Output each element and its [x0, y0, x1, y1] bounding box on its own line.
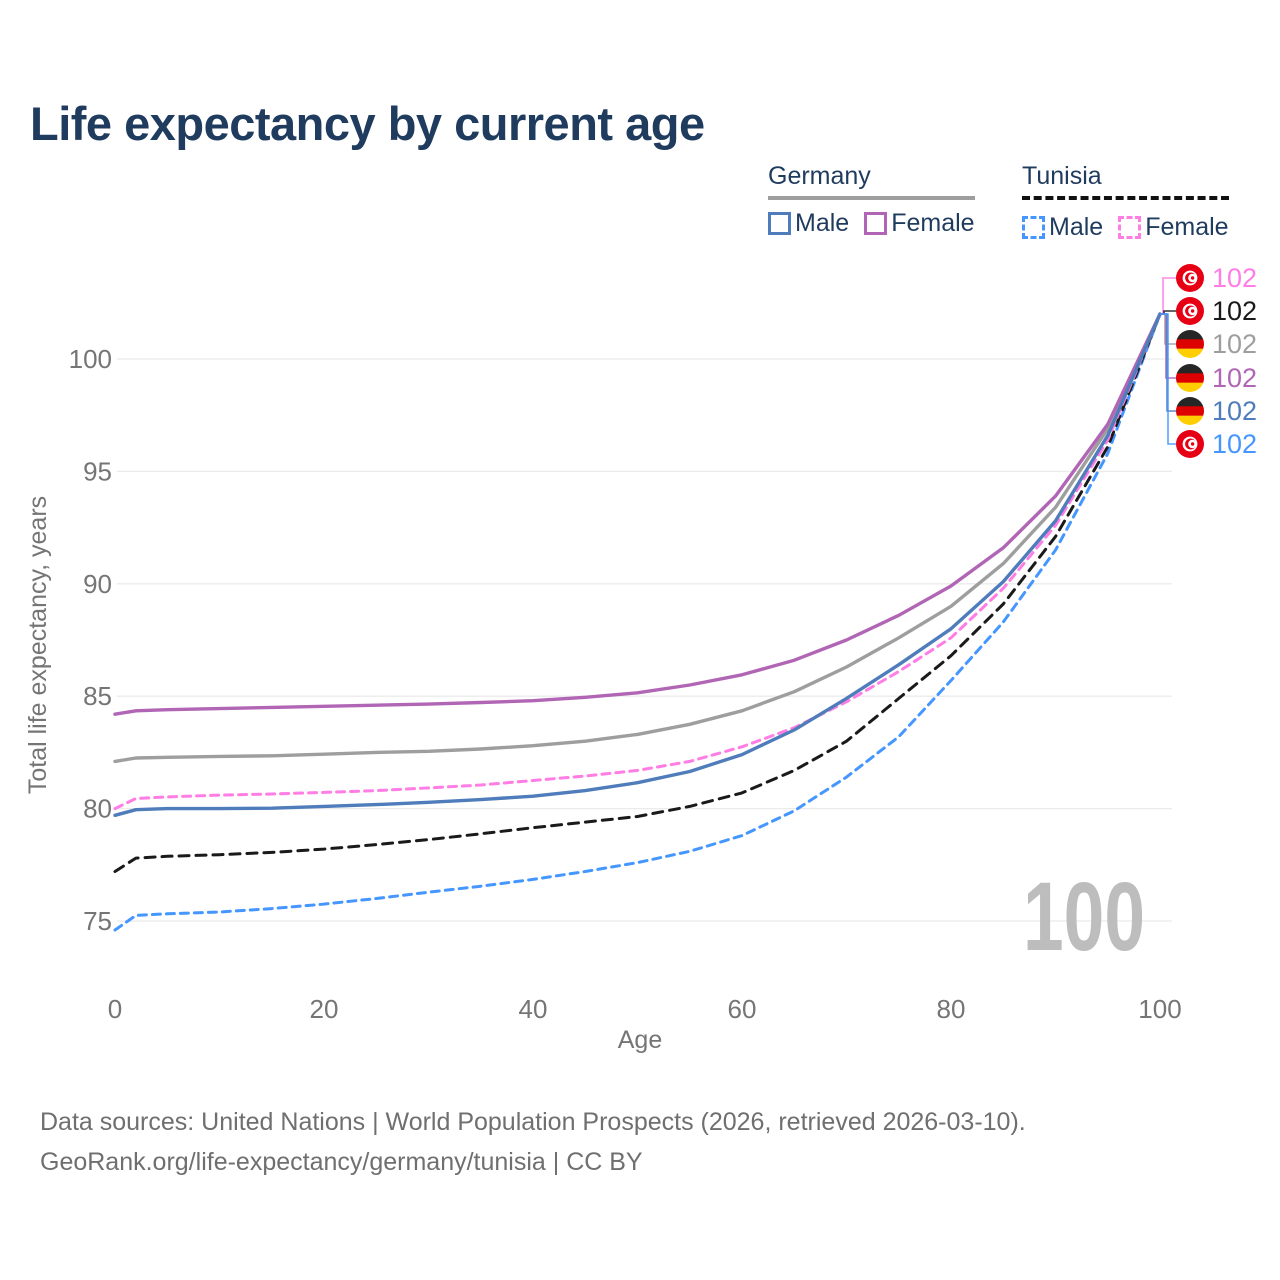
end-value-label: 102 [1212, 296, 1257, 326]
tunisia-male-swatch [1022, 216, 1045, 239]
x-tick-label: 0 [108, 994, 122, 1024]
tunisia-line-style-swatch [1022, 196, 1229, 204]
footer-sources: Data sources: United Nations | World Pop… [40, 1108, 1026, 1136]
age-watermark: 100 [1023, 862, 1145, 971]
end-value-label: 102 [1212, 396, 1257, 426]
x-tick-label: 80 [937, 994, 966, 1024]
x-tick-label: 60 [728, 994, 757, 1024]
y-axis-title: Total life expectancy, years [24, 496, 52, 794]
y-tick-label: 75 [83, 906, 112, 936]
germany-line-style-swatch [768, 196, 975, 200]
y-tick-label: 80 [83, 794, 112, 824]
end-value-label: 102 [1212, 329, 1257, 359]
germany-male-label: Male [795, 209, 850, 237]
y-tick-label: 100 [69, 344, 112, 374]
legend-country-germany-label: Germany [768, 162, 871, 190]
legend-group-tunisia: Tunisia Male Female [1022, 162, 1229, 242]
tunisia-flag-icon [1176, 297, 1204, 325]
legend-country-tunisia-label: Tunisia [1022, 162, 1102, 190]
germany-flag-icon [1176, 330, 1204, 358]
x-tick-label: 40 [519, 994, 548, 1024]
end-value-label: 102 [1212, 263, 1257, 293]
germany-male-swatch [768, 212, 791, 235]
series-line-tunisia-female [113, 312, 1162, 811]
series-line-germany-male [113, 312, 1162, 817]
footer-attribution: GeoRank.org/life-expectancy/germany/tuni… [40, 1148, 643, 1176]
y-tick-label: 90 [83, 569, 112, 599]
legend-item-germany-female[interactable]: Female [864, 209, 975, 238]
x-tick-label: 100 [1138, 994, 1181, 1024]
tunisia-male-label: Male [1049, 213, 1104, 241]
x-axis-title: Age [618, 1026, 662, 1054]
x-tick-label: 20 [310, 994, 339, 1024]
legend-group-germany: Germany Male Female [768, 162, 975, 238]
tunisia-flag-icon [1176, 264, 1204, 292]
page-title: Life expectancy by current age [30, 97, 705, 150]
germany-flag-icon [1176, 397, 1204, 425]
legend-item-tunisia-female[interactable]: Female [1118, 213, 1229, 242]
series-line-tunisia [113, 312, 1162, 873]
series-line-tunisia-male [113, 312, 1162, 932]
germany-female-label: Female [891, 209, 975, 237]
end-value-label: 102 [1212, 429, 1257, 459]
series-line-germany [113, 312, 1162, 764]
germany-female-swatch [864, 212, 888, 235]
series-line-germany-female [113, 312, 1162, 716]
end-value-label: 102 [1212, 363, 1257, 393]
end-label-connector-tunisia [1160, 313, 1176, 445]
y-tick-label: 85 [83, 681, 112, 711]
legend-item-tunisia-male[interactable]: Male [1022, 213, 1103, 242]
y-tick-label: 95 [83, 456, 112, 486]
end-label-connector-tunisia [1160, 277, 1176, 315]
legend-item-germany-male[interactable]: Male [768, 209, 849, 238]
tunisia-female-label: Female [1145, 213, 1229, 241]
tunisia-flag-icon [1176, 430, 1204, 458]
legend-country-tunisia[interactable]: Tunisia [1022, 162, 1229, 204]
germany-flag-icon [1176, 364, 1204, 392]
tunisia-female-swatch [1118, 216, 1142, 239]
legend-country-germany[interactable]: Germany [768, 162, 975, 200]
